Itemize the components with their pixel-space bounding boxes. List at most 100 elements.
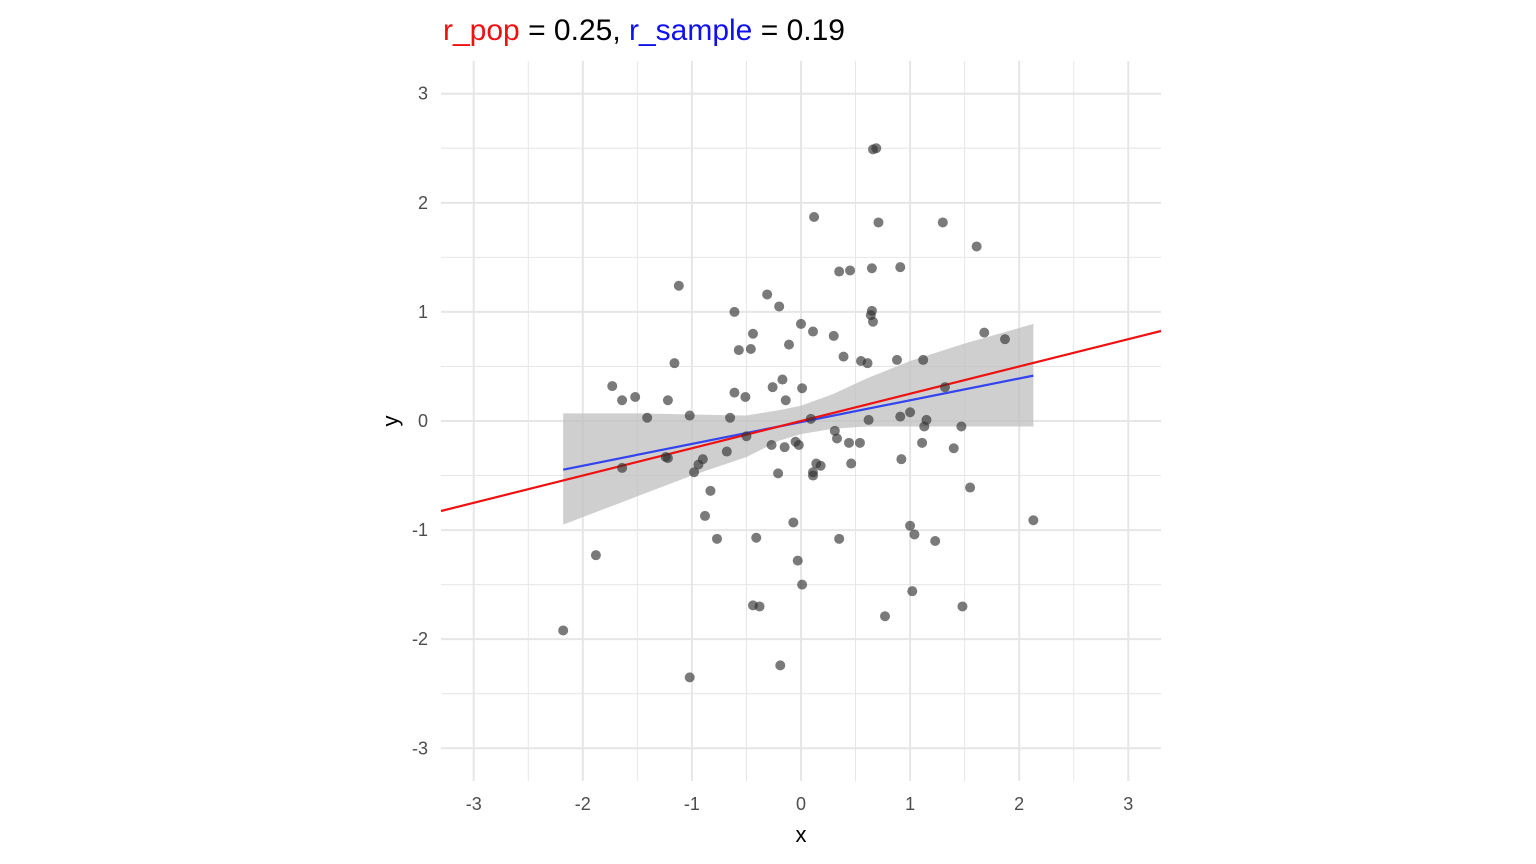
data-point xyxy=(754,601,765,612)
data-point xyxy=(866,263,877,274)
x-tick-label: -2 xyxy=(575,794,591,814)
x-axis-title: x xyxy=(796,822,807,847)
data-point xyxy=(617,462,628,473)
data-point xyxy=(788,517,799,528)
x-tick-label: 1 xyxy=(905,794,915,814)
data-point xyxy=(917,437,928,448)
data-point xyxy=(909,529,920,540)
data-point xyxy=(766,440,777,450)
title-sample-value: = 0.19 xyxy=(752,14,845,47)
data-point xyxy=(834,533,845,544)
data-point xyxy=(751,532,762,543)
data-point xyxy=(854,437,865,448)
data-point xyxy=(866,305,877,316)
data-point xyxy=(796,318,806,329)
data-point xyxy=(930,536,941,546)
data-point xyxy=(774,301,785,312)
data-point xyxy=(767,382,778,393)
title-r-sample: r_sample xyxy=(629,14,752,47)
data-point xyxy=(895,411,906,422)
data-point xyxy=(662,453,673,464)
data-point xyxy=(779,442,790,453)
data-point xyxy=(907,586,918,597)
title-pop-value: = 0.25, xyxy=(520,14,629,47)
data-point xyxy=(642,412,653,423)
y-axis-title: y xyxy=(378,416,403,427)
x-tick-label: -3 xyxy=(466,794,482,814)
y-tick-label: -1 xyxy=(412,520,428,540)
x-tick-label: 3 xyxy=(1123,794,1133,814)
data-point xyxy=(777,374,788,385)
data-point xyxy=(733,345,744,356)
data-point xyxy=(797,579,808,590)
data-point xyxy=(741,431,752,442)
data-point xyxy=(871,143,882,154)
y-tick-label: 0 xyxy=(418,411,428,431)
data-point xyxy=(721,446,732,457)
line-layer xyxy=(440,329,1162,513)
data-point xyxy=(793,440,804,450)
data-point xyxy=(815,460,826,471)
x-tick-label: 2 xyxy=(1014,794,1024,814)
data-point xyxy=(748,328,758,339)
data-point xyxy=(662,395,673,406)
data-point xyxy=(775,660,786,671)
confidence-ribbon-layer xyxy=(563,323,1034,525)
data-point xyxy=(773,468,784,479)
data-point xyxy=(700,510,710,521)
data-point xyxy=(617,395,628,406)
data-point xyxy=(809,212,820,222)
data-point xyxy=(792,555,803,566)
data-point xyxy=(725,412,736,423)
population-line xyxy=(440,329,1162,513)
data-point xyxy=(940,382,950,393)
data-point xyxy=(863,414,874,425)
data-point xyxy=(762,289,773,300)
data-point xyxy=(673,280,684,291)
data-point xyxy=(862,358,873,369)
y-tick-label: -2 xyxy=(412,629,428,649)
data-point xyxy=(784,339,794,350)
data-point xyxy=(965,482,976,493)
data-point xyxy=(971,241,982,252)
data-point xyxy=(868,316,878,327)
data-point xyxy=(558,625,569,636)
data-point xyxy=(729,306,740,317)
data-point xyxy=(712,533,722,544)
y-tick-label: 2 xyxy=(418,193,428,213)
data-point xyxy=(979,327,990,338)
data-point xyxy=(705,485,716,496)
data-point xyxy=(892,354,902,365)
data-point xyxy=(1028,515,1039,526)
data-point xyxy=(948,443,959,454)
data-point xyxy=(873,217,884,228)
data-point xyxy=(697,454,708,465)
data-point xyxy=(630,392,641,402)
data-point xyxy=(880,611,890,622)
data-point xyxy=(729,387,740,398)
data-point xyxy=(845,265,856,276)
tick-layer: -3 -2 -1 0 1 2 3 -3 -2 -1 0 1 2 3 xyxy=(412,84,1133,814)
data-point xyxy=(905,520,916,531)
y-tick-label: -3 xyxy=(412,738,428,758)
y-tick-label: 3 xyxy=(418,84,428,104)
data-point xyxy=(956,421,967,432)
x-tick-label: 0 xyxy=(796,794,806,814)
title-r-pop: r_pop xyxy=(443,14,520,47)
data-point xyxy=(828,330,839,341)
x-tick-label: -1 xyxy=(684,794,700,814)
data-point xyxy=(832,433,842,444)
y-tick-label: 1 xyxy=(418,302,428,322)
data-point xyxy=(808,326,818,337)
data-point xyxy=(834,266,845,277)
data-point xyxy=(745,344,756,354)
data-point xyxy=(805,413,816,424)
data-point xyxy=(905,407,916,418)
data-point xyxy=(684,672,695,683)
data-point xyxy=(607,381,618,392)
data-point xyxy=(689,467,700,478)
data-point xyxy=(921,414,932,425)
confidence-ribbon xyxy=(563,323,1034,525)
data-point xyxy=(829,425,840,436)
